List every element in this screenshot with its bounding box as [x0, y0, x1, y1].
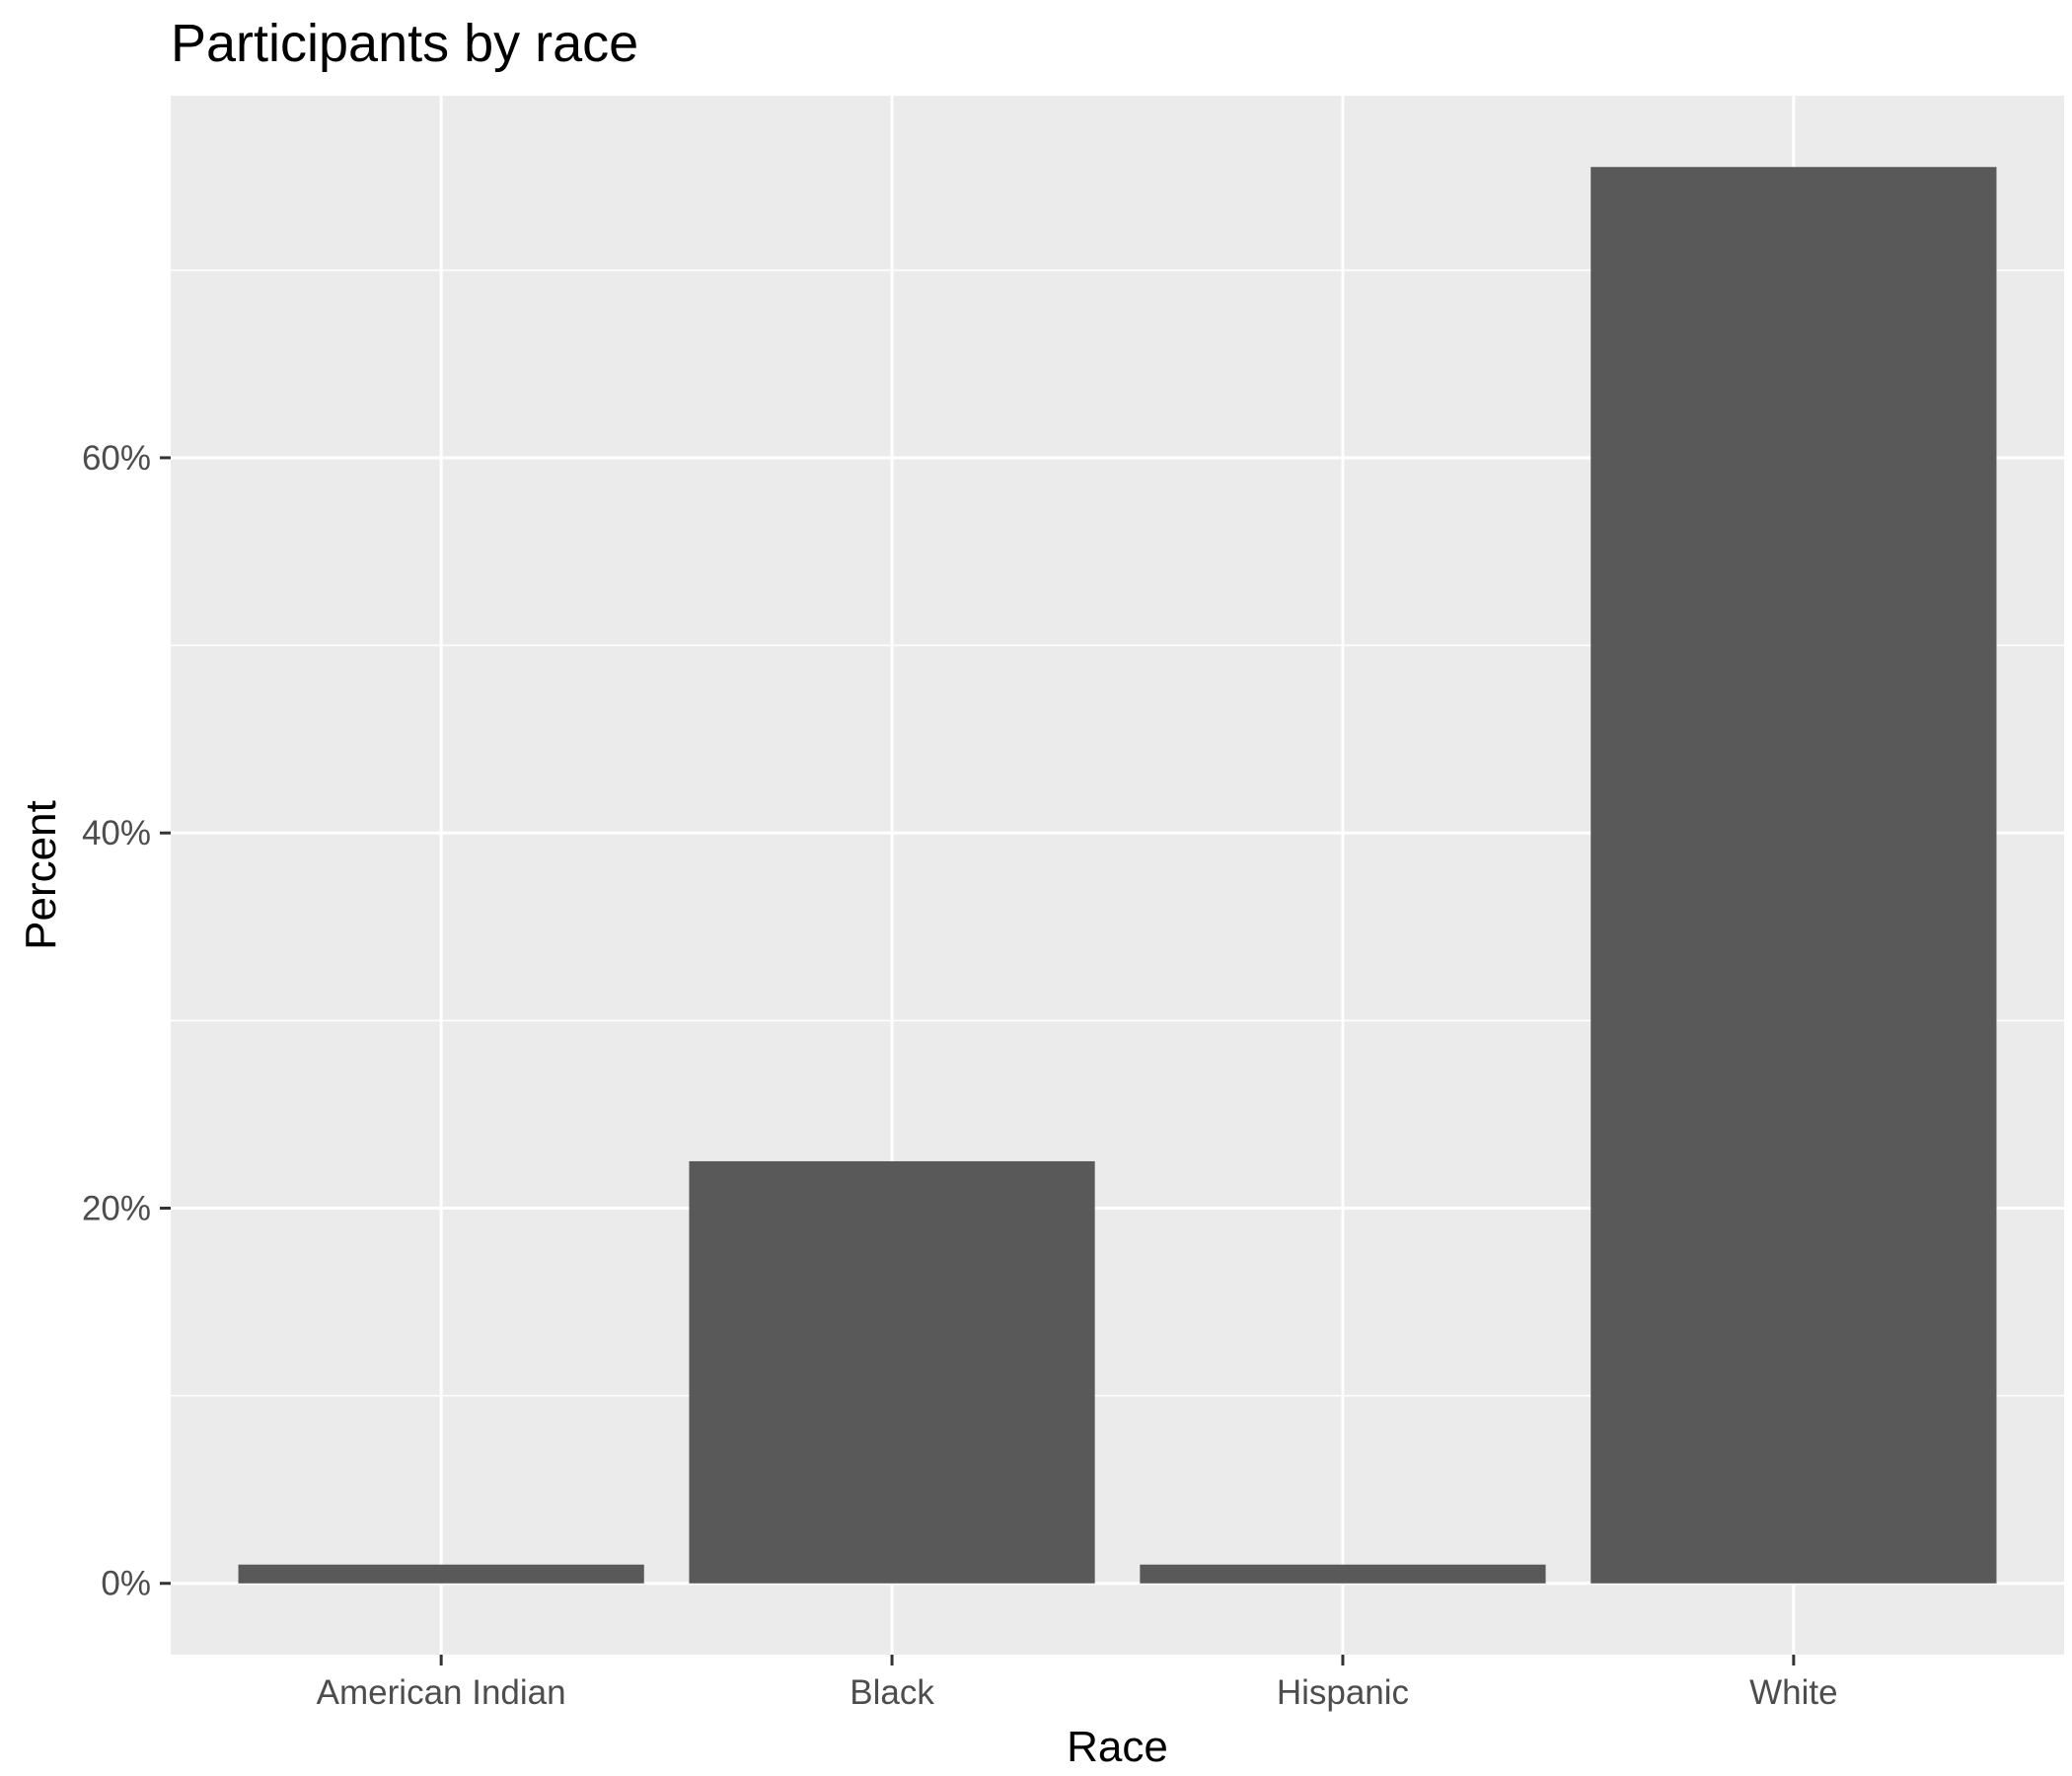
x-axis-title: Race: [1067, 1723, 1168, 1771]
x-axis: American Indian Black Hispanic White: [317, 1655, 1838, 1712]
bar-hispanic: [1140, 1564, 1546, 1584]
x-tick-label-1: Black: [850, 1673, 934, 1712]
bar-black: [689, 1160, 1095, 1584]
x-tick-label-2: Hispanic: [1277, 1673, 1409, 1712]
bar-american-indian: [238, 1564, 644, 1584]
y-tick-label-2: 40%: [82, 814, 151, 852]
y-tick-label-0: 0%: [101, 1565, 151, 1603]
chart-title: Participants by race: [171, 14, 638, 73]
bar-white: [1591, 167, 1997, 1584]
y-tick-label-1: 20%: [82, 1189, 151, 1227]
bars: [238, 167, 1997, 1584]
y-axis-title: Percent: [17, 800, 65, 950]
x-tick-label-3: White: [1749, 1673, 1837, 1712]
x-tick-label-0: American Indian: [317, 1673, 566, 1712]
y-tick-label-3: 60%: [82, 439, 151, 478]
y-axis: 0% 20% 40% 60%: [82, 439, 171, 1603]
